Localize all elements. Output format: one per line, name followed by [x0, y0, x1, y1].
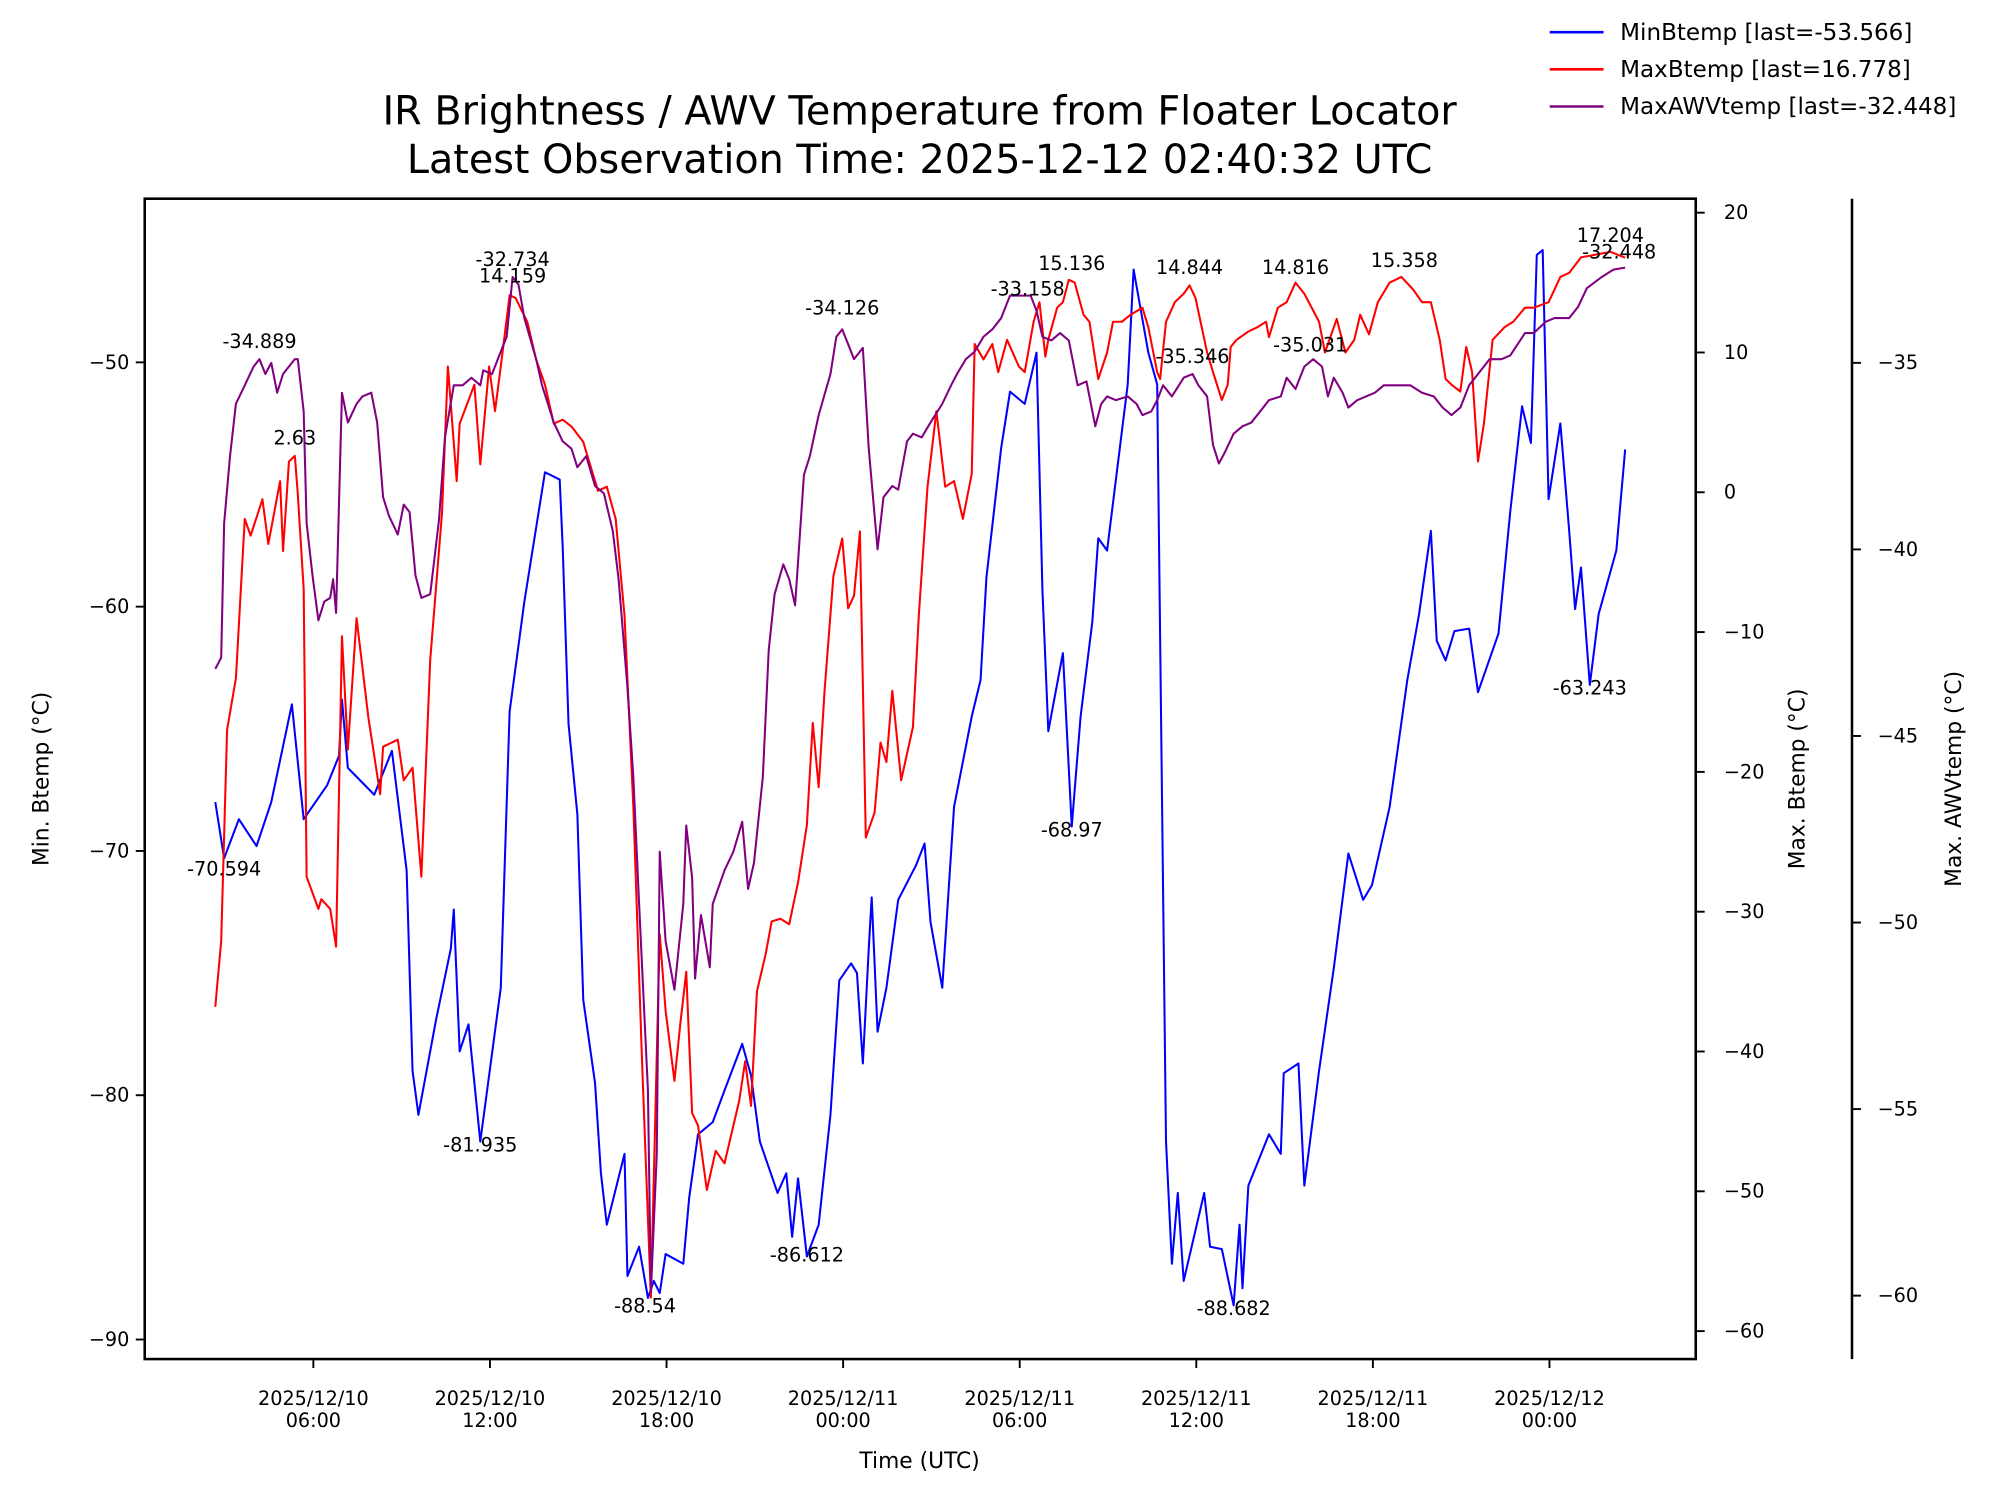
x-tick-label: 06:00: [992, 1409, 1047, 1432]
data-label: -34.889: [222, 330, 296, 353]
y-tick-label-awv: −45: [1878, 724, 1919, 747]
y-axis-label-awv: Max. AWVtemp (°C): [1942, 671, 1967, 887]
legend-label-minbtemp: MinBtemp [last=-53.566]: [1620, 20, 1912, 46]
y-tick-label-max: −50: [1724, 1180, 1765, 1203]
data-label: -32.734: [476, 248, 550, 271]
x-tick-label: 12:00: [1169, 1409, 1224, 1432]
data-label: -33.158: [991, 278, 1065, 301]
x-tick-label: 06:00: [286, 1409, 341, 1432]
legend: MinBtemp [last=-53.566] MaxBtemp [last=1…: [1549, 20, 1956, 120]
y-tick-label-min: −90: [89, 1328, 130, 1351]
series-line-awv: [214, 266, 1626, 1293]
x-tick-label: 2025/12/10: [611, 1387, 722, 1410]
legend-label-maxawvtemp: MaxAWVtemp [last=-32.448]: [1620, 94, 1956, 120]
y-axis-label-max: Max. Btemp (°C): [1786, 689, 1811, 870]
x-tick-label: 2025/12/10: [435, 1387, 546, 1410]
y-tick-label-max: −60: [1724, 1320, 1765, 1343]
x-tick-label: 00:00: [1522, 1409, 1577, 1432]
y-tick-label-max: 0: [1724, 481, 1736, 504]
data-label: -35.346: [1155, 345, 1229, 368]
x-tick-label: 2025/12/12: [1494, 1387, 1605, 1410]
data-label: -88.682: [1197, 1297, 1271, 1320]
data-label: 2.63: [273, 427, 316, 450]
data-label: -70.594: [187, 857, 261, 880]
x-tick-label: 2025/12/11: [788, 1387, 899, 1410]
data-label: 14.816: [1262, 256, 1329, 279]
legend-label-maxbtemp: MaxBtemp [last=16.778]: [1620, 57, 1911, 83]
data-label: -34.126: [805, 296, 879, 319]
y-tick-label-awv: −60: [1878, 1284, 1919, 1307]
data-label: -81.935: [443, 1133, 517, 1156]
data-label: 14.159: [479, 265, 546, 288]
data-label: 14.844: [1156, 256, 1223, 279]
data-label: -32.448: [1582, 240, 1656, 263]
y-tick-label-awv: −40: [1878, 538, 1919, 561]
y-tick-label-max: −30: [1724, 900, 1765, 923]
x-tick-label: 2025/12/11: [1141, 1387, 1252, 1410]
axis-ticks: 2025/12/1006:002025/12/1012:002025/12/10…: [89, 201, 1918, 1432]
y-tick-label-max: −10: [1724, 620, 1765, 643]
data-label: 15.136: [1038, 252, 1105, 275]
chart-subtitle: Latest Observation Time: 2025-12-12 02:4…: [407, 137, 1432, 183]
y-tick-label-max: 10: [1724, 341, 1748, 364]
plot-lines: [214, 249, 1627, 1307]
data-label: -63.243: [1553, 677, 1627, 700]
y-tick-label-min: −50: [89, 351, 130, 374]
series-line-min: [214, 249, 1627, 1307]
x-tick-label: 12:00: [462, 1409, 517, 1432]
series-line-max: [214, 250, 1626, 1299]
data-label: -88.54: [614, 1295, 676, 1318]
y-tick-label-awv: −55: [1878, 1097, 1919, 1120]
data-label: 17.204: [1577, 224, 1644, 247]
y-tick-label-min: −60: [89, 595, 130, 618]
x-tick-label: 2025/12/10: [258, 1387, 369, 1410]
y-tick-label-min: −80: [89, 1084, 130, 1107]
x-axis-label: Time (UTC): [858, 1449, 979, 1474]
x-tick-label: 2025/12/11: [964, 1387, 1075, 1410]
y-tick-label-max: −40: [1724, 1040, 1765, 1063]
y-tick-label-min: −70: [89, 839, 130, 862]
x-tick-label: 2025/12/11: [1318, 1387, 1429, 1410]
data-label: -86.612: [770, 1243, 844, 1266]
y-tick-label-max: 20: [1724, 201, 1748, 224]
plot-frame: [143, 197, 1698, 1361]
data-label: -35.031: [1273, 334, 1347, 357]
chart-title: IR Brightness / AWV Temperature from Flo…: [382, 88, 1457, 134]
y-tick-label-max: −20: [1724, 760, 1765, 783]
y-tick-label-awv: −50: [1878, 911, 1919, 934]
x-tick-label: 18:00: [639, 1409, 694, 1432]
y-tick-label-awv: −35: [1878, 351, 1919, 374]
data-label: -68.97: [1041, 818, 1103, 841]
x-tick-label: 18:00: [1345, 1409, 1400, 1432]
x-tick-label: 00:00: [815, 1409, 870, 1432]
y-axis-label-min: Min. Btemp (°C): [30, 692, 55, 866]
data-label: 15.358: [1371, 249, 1438, 272]
